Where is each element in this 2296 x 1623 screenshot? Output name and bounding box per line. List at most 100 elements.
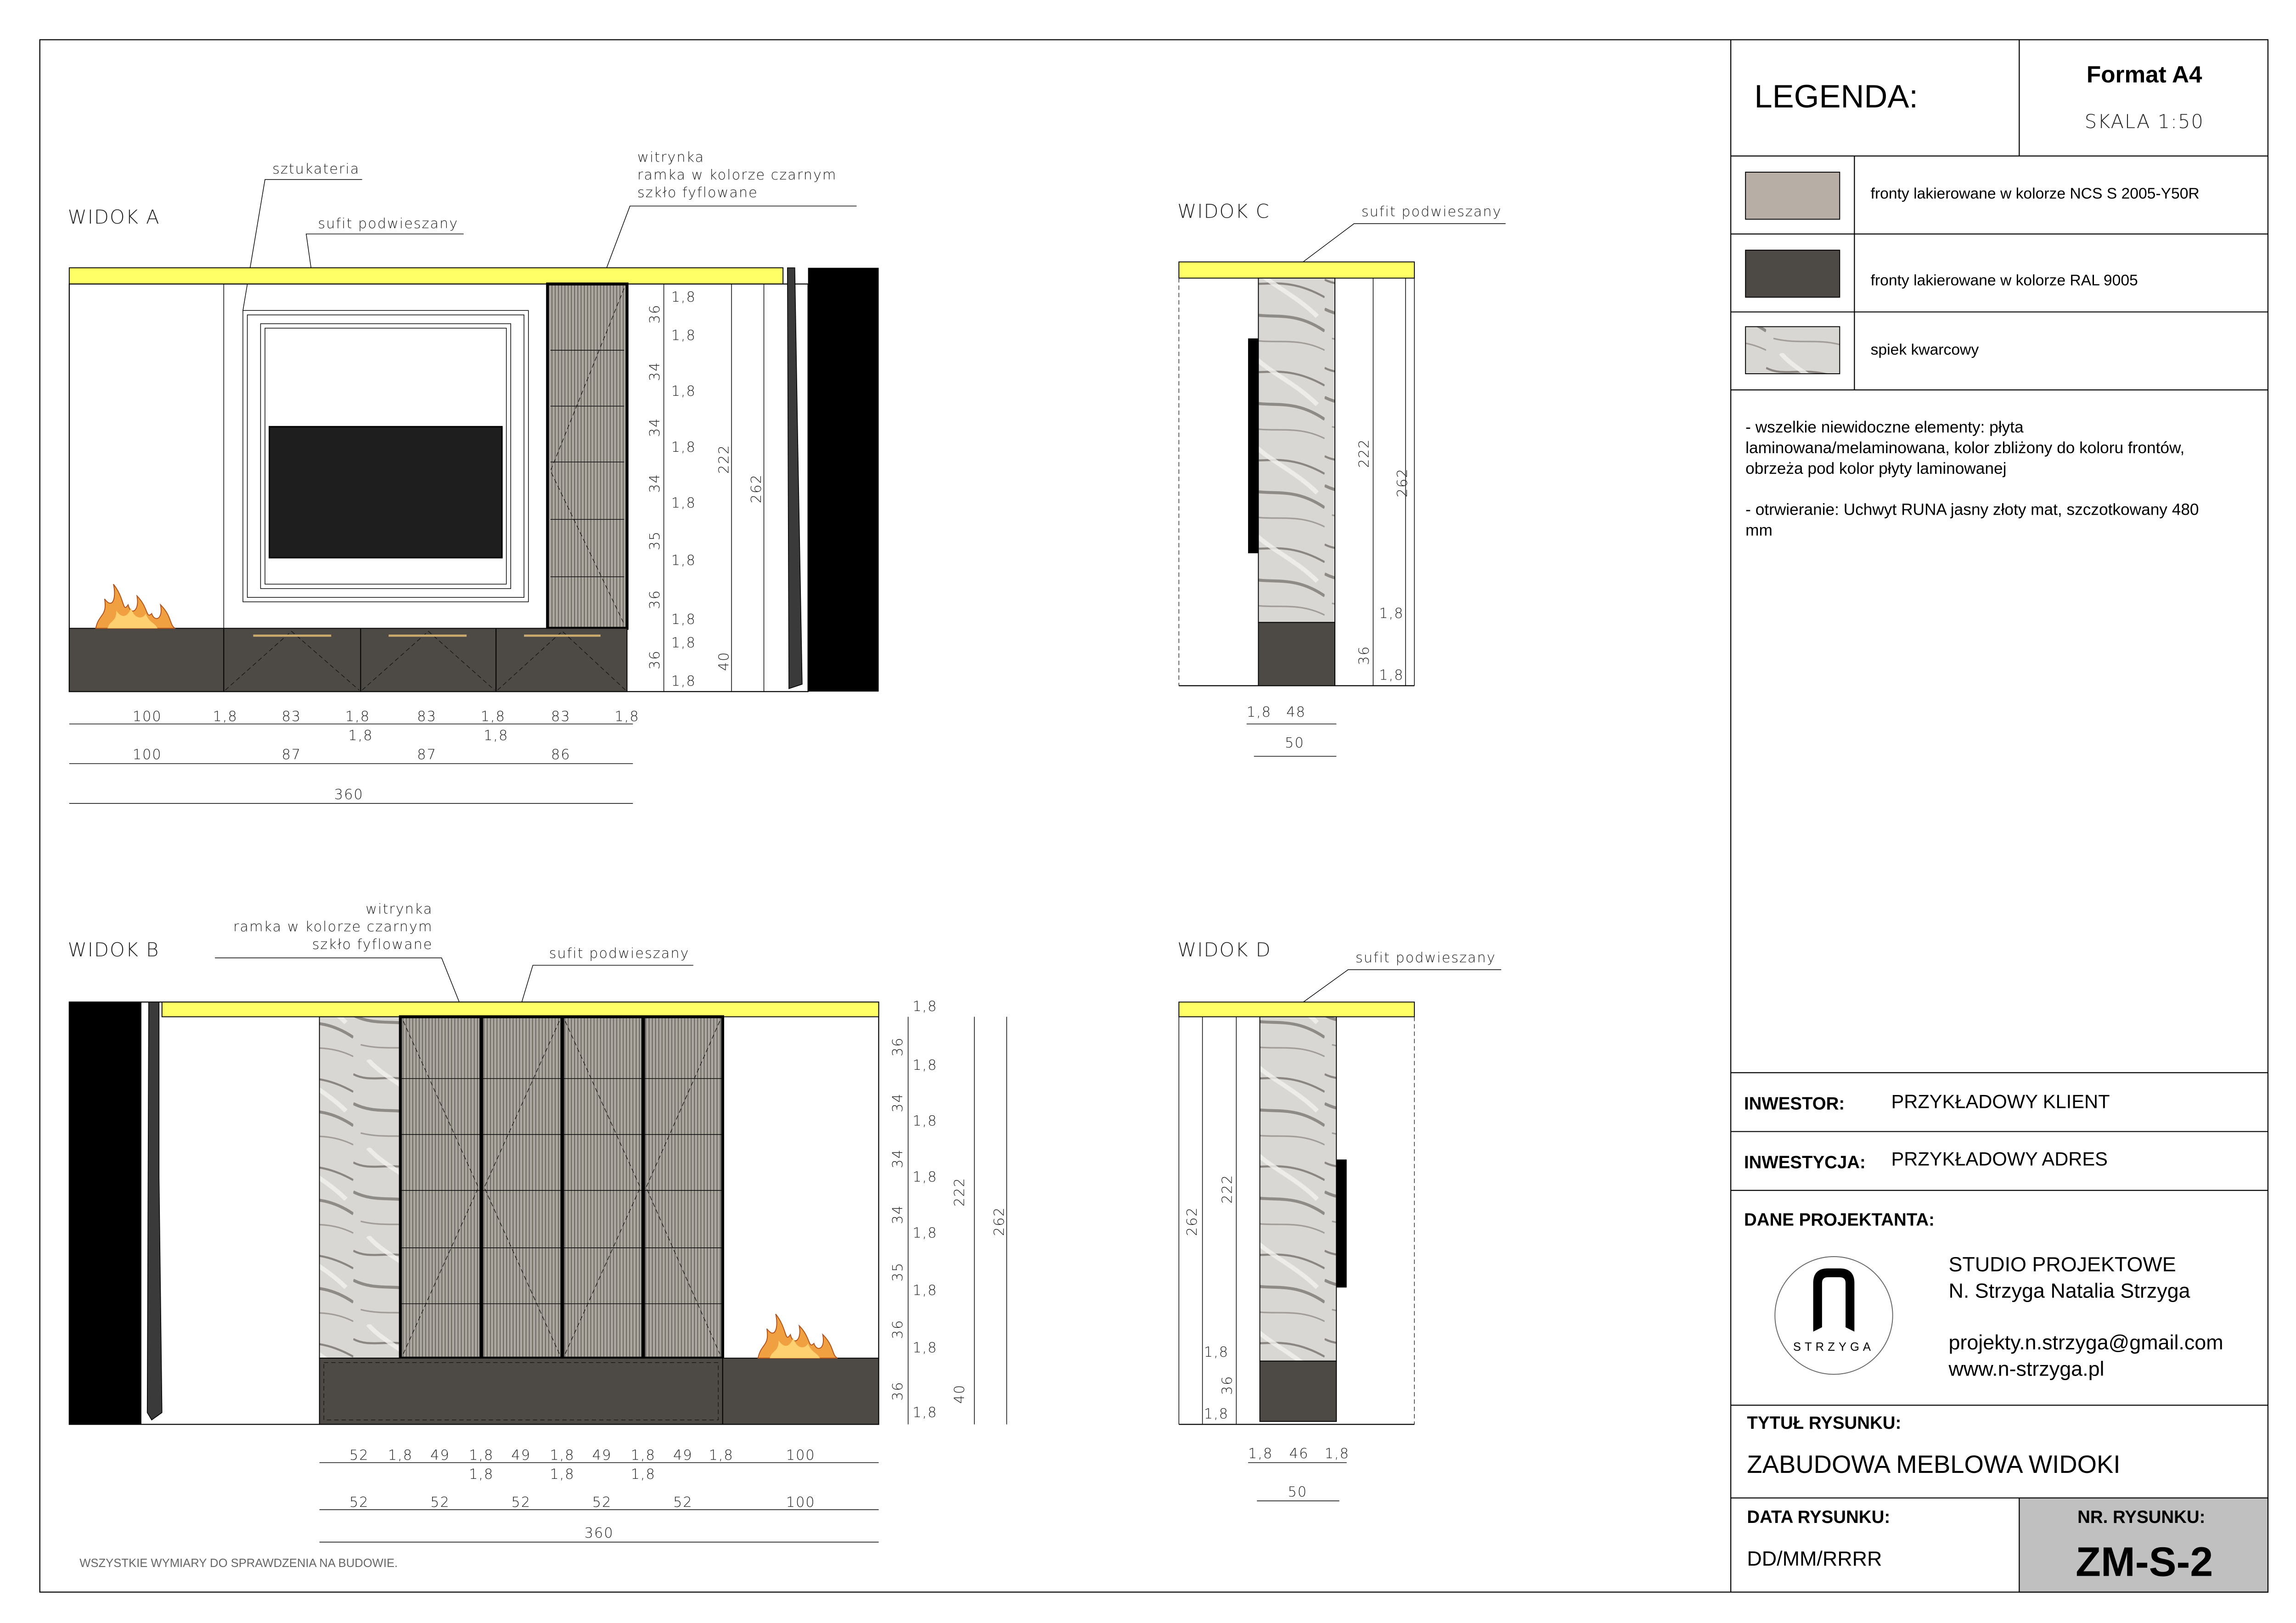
tv-profile-c [1248,338,1259,554]
note-line: - wszelkie niewidoczne elementy: płyta [1745,418,2024,436]
dim: 1,8 [709,1447,733,1463]
dim: 52 [511,1494,531,1511]
designer-email[interactable]: projekty.n.strzyga@gmail.com [1948,1331,2223,1354]
dim: 35 [647,531,663,550]
note-vitrine-a-2: ramka w kolorze czarnym [637,167,837,183]
dim: 86 [551,747,571,763]
dim: 1,8 [912,1282,937,1298]
fireplace-base-b [722,1358,879,1425]
dim: 1,8 [1325,1446,1350,1462]
note-ceiling-a: sufit podwieszany [318,216,458,232]
note-ceiling-d: sufit podwieszany [1356,950,1496,966]
dim: 49 [511,1447,531,1463]
note-vitrine-a-1: witrynka [637,150,704,166]
investor-label: INWESTOR: [1744,1094,1845,1113]
dim: 222 [1356,438,1373,468]
swatch-ncs [1745,172,1840,220]
dim: 1,8 [912,1057,937,1073]
view-a-title: WIDOK A [68,206,160,228]
dim: 100 [786,1447,816,1463]
dim: 36 [890,1037,906,1057]
fire-icon [757,1313,838,1359]
view-b-title: WIDOK B [68,938,160,961]
dim-total: 50 [1285,735,1305,751]
dim: 83 [281,708,301,724]
dim: 34 [890,1093,906,1112]
designer-label: DANE PROJEKTANTA: [1744,1210,1935,1230]
ceiling-c [1178,261,1415,279]
note-vitrine-b-2: ramka w kolorze czarnym [233,919,433,935]
logo-text: STRZYGA [1793,1341,1874,1353]
swatch-ral-9005 [1745,249,1840,298]
note-ceiling-b: sufit podwieszany [549,945,690,961]
dim: 52 [430,1494,450,1511]
scale-label: SKALA 1:50 [2085,110,2204,133]
dim: 1,8 [671,439,696,455]
dim: 87 [417,747,437,763]
dim: 87 [281,747,301,763]
dim: 40 [716,651,732,671]
dim: 1,8 [912,1169,937,1185]
dim: 83 [417,708,437,724]
legend-item-2: fronty lakierowane w kolorze RAL 9005 [1871,272,2138,289]
dim: 1,8 [671,553,696,569]
dim: 34 [647,361,663,381]
dim: 36 [1356,646,1373,665]
dim: 1,8 [469,1447,494,1463]
legend-item-1: fronty lakierowane w kolorze NCS S 2005-… [1871,185,2200,202]
view-a: WIDOK A sztukateria sufit podwieszany wi… [68,150,879,804]
dim: 222 [1220,1174,1236,1204]
legend-title: LEGENDA: [1754,78,1918,114]
dim: 36 [647,304,663,324]
dim: 83 [551,708,571,724]
view-d-title: WIDOK D [1177,938,1271,961]
designer-studio: STUDIO PROJEKTOWE [1948,1252,2176,1276]
dim: 262 [1184,1207,1200,1236]
stucco-molding [242,310,529,602]
dim: 1,8 [631,1466,656,1483]
drawing-number: ZM-S-2 [2076,1539,2213,1585]
note-vitrine-b-3: szkło fyflowane [312,937,433,953]
marble-panel-c [1258,277,1335,623]
dim: 1,8 [388,1447,413,1463]
dim: 222 [716,444,732,474]
dim: 48 [1286,704,1306,720]
view-d: WIDOK D sufit podwieszany 262 222 36 1,8… [1177,938,1502,1501]
dim-total: 50 [1288,1484,1307,1500]
swatch-quartz-sinter [1745,326,1840,375]
dim: 1,8 [1204,1406,1229,1422]
date-value: DD/MM/RRRR [1747,1547,1882,1570]
view-c: WIDOK C sufit podwieszany 222 262 36 1,8… [1177,200,1506,757]
dim: 34 [890,1149,906,1168]
dim-total: 360 [585,1525,614,1541]
drawing-title-label: TYTUŁ RYSUNKU: [1747,1413,1901,1433]
fire-icon [95,583,176,629]
dim: 1,8 [550,1447,574,1463]
dim-total: 360 [334,786,364,803]
ceiling-a [68,267,784,285]
dim: 1,8 [631,1447,656,1463]
dim: 36 [647,590,663,609]
designer-website[interactable]: www.n-strzyga.pl [1948,1357,2104,1381]
note-ceiling-c: sufit podwieszany [1362,204,1502,220]
drawing-number-label: NR. RYSUNKU: [2077,1507,2205,1527]
dim: 52 [673,1494,693,1511]
drawing-number-cell [2019,1497,2269,1593]
dim: 100 [786,1494,816,1511]
tv-screen [269,426,503,559]
note-line: - otrwieranie: Uchwyt RUNA jasny złoty m… [1745,501,2199,519]
note-line: mm [1745,522,1773,539]
dim: 1,8 [1247,704,1272,720]
dim: 1,8 [912,1225,937,1241]
marble-panel-d [1259,1016,1337,1362]
cabinet-b [319,1358,723,1425]
dim: 49 [592,1447,612,1463]
footnote: WSZYSTKIE WYMIARY DO SPRAWDZENIA NA BUDO… [79,1557,398,1570]
dim: 46 [1289,1446,1309,1462]
view-c-title: WIDOK C [1177,200,1270,222]
ceiling-b [161,1001,879,1017]
dim: 52 [349,1494,369,1511]
dim: 1,8 [671,495,696,511]
dim: 1,8 [1248,1446,1273,1462]
